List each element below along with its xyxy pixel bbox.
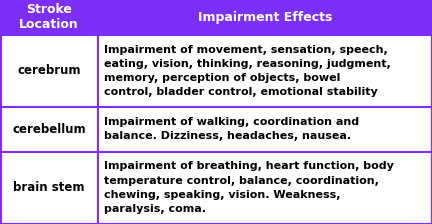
Bar bbox=[98, 35, 432, 107]
Bar bbox=[98, 0, 432, 35]
Text: Impairment of breathing, heart function, body: Impairment of breathing, heart function,… bbox=[104, 162, 394, 172]
Bar bbox=[0, 35, 98, 107]
Bar bbox=[0, 107, 98, 152]
Text: paralysis, coma.: paralysis, coma. bbox=[104, 204, 206, 214]
Text: chewing, speaking, vision. Weakness,: chewing, speaking, vision. Weakness, bbox=[104, 190, 340, 200]
Text: Impairment of walking, coordination and: Impairment of walking, coordination and bbox=[104, 117, 359, 127]
Text: Impairment Effects: Impairment Effects bbox=[198, 11, 333, 24]
Bar bbox=[0, 152, 98, 224]
Text: Impairment of movement, sensation, speech,: Impairment of movement, sensation, speec… bbox=[104, 45, 388, 55]
Text: cerebrum: cerebrum bbox=[18, 64, 81, 77]
Text: brain stem: brain stem bbox=[13, 181, 85, 194]
Text: memory, perception of objects, bowel: memory, perception of objects, bowel bbox=[104, 73, 340, 83]
Text: Stroke
Location: Stroke Location bbox=[19, 3, 79, 31]
Text: control, bladder control, emotional stability: control, bladder control, emotional stab… bbox=[104, 87, 378, 97]
Bar bbox=[98, 152, 432, 224]
Bar bbox=[98, 107, 432, 152]
Text: balance. Dizziness, headaches, nausea.: balance. Dizziness, headaches, nausea. bbox=[104, 131, 351, 142]
Text: temperature control, balance, coordination,: temperature control, balance, coordinati… bbox=[104, 176, 378, 186]
Text: eating, vision, thinking, reasoning, judgment,: eating, vision, thinking, reasoning, jud… bbox=[104, 59, 391, 69]
Text: cerebellum: cerebellum bbox=[13, 123, 86, 136]
Bar bbox=[0, 0, 98, 35]
